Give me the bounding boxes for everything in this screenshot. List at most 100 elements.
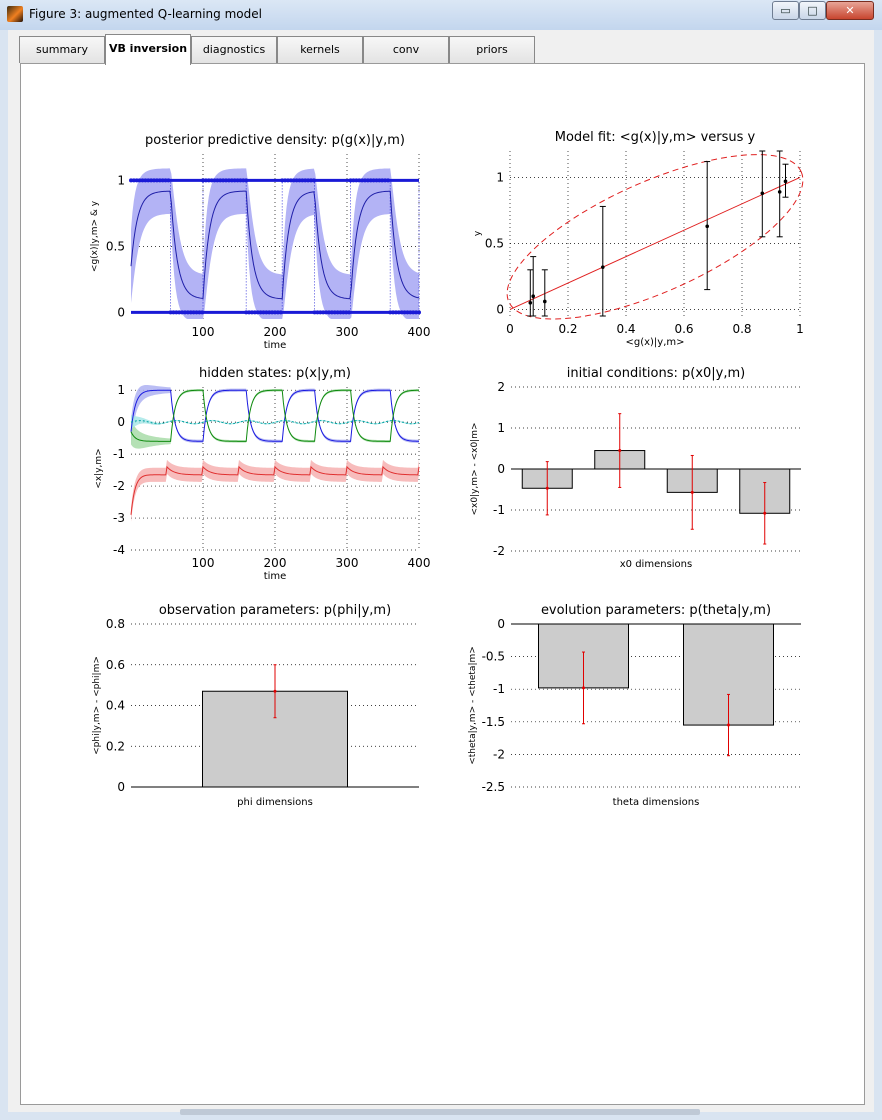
x-tick-label: 100 bbox=[192, 325, 215, 339]
x-tick-label: 300 bbox=[336, 325, 359, 339]
x-tick-label: 1 bbox=[796, 322, 804, 336]
y-tick-label: -2.5 bbox=[482, 780, 505, 794]
tab-priors[interactable]: priors bbox=[449, 36, 535, 63]
x-axis-label: x0 dimensions bbox=[620, 559, 692, 570]
x-tick-label: 300 bbox=[336, 556, 359, 570]
state-band bbox=[131, 459, 419, 522]
bar-mean-point bbox=[545, 486, 549, 490]
bar-mean-point bbox=[582, 686, 585, 690]
posterior-predictive-chart: 0 0.5 1 100 200 300 400 posterior predictive de… bbox=[90, 133, 430, 351]
data-point bbox=[601, 265, 605, 269]
y-tick-label: -4 bbox=[113, 543, 125, 557]
x-axis-label: time bbox=[264, 571, 287, 582]
chart-title: observation parameters: p(phi|y,m) bbox=[159, 603, 391, 618]
y-tick-label: 0 bbox=[117, 780, 125, 794]
title-bar: Figure 3: augmented Q-learning model ▭ □… bbox=[0, 0, 882, 30]
tab-kernels[interactable]: kernels bbox=[277, 36, 363, 63]
y-tick-label: 1 bbox=[496, 170, 504, 184]
tab-summary[interactable]: summary bbox=[19, 36, 105, 63]
vb-inversion-panel: 0 0.5 1 100 200 300 400 posterior predictive de… bbox=[20, 63, 865, 1105]
y-axis-label: <theta|y,m> - <theta|m> bbox=[468, 646, 478, 765]
chart-title: initial conditions: p(x0|y,m) bbox=[567, 366, 746, 381]
data-point bbox=[705, 224, 709, 229]
matlab-icon bbox=[7, 6, 23, 22]
window-title: Figure 3: augmented Q-learning model bbox=[29, 7, 262, 21]
x-tick-label: 0.2 bbox=[558, 322, 577, 336]
y-tick-label: 1 bbox=[497, 421, 505, 435]
x-axis-label: time bbox=[264, 340, 287, 351]
y-axis-label: y bbox=[473, 230, 483, 236]
y-tick-label: 0 bbox=[496, 302, 504, 316]
tab-vb-inversion[interactable]: VB inversion bbox=[105, 34, 191, 65]
state-line bbox=[130, 465, 420, 515]
scrollbar-hint bbox=[180, 1109, 700, 1115]
x-tick-label: 0.6 bbox=[674, 322, 693, 336]
data-point bbox=[777, 190, 782, 194]
hidden-states-chart: 1 0 -1 -2 -3 -4 100 200 300 400 hidden states: p(x… bbox=[94, 366, 430, 582]
x-axis-label: theta dimensions bbox=[613, 797, 700, 808]
y-tick-label: 0 bbox=[497, 462, 505, 476]
chart-title: posterior predictive density: p(g(x)|y,m… bbox=[145, 133, 405, 148]
y-tick-label: 0.6 bbox=[106, 658, 125, 672]
y-axis-label: <phi|y,m> - <phi|m> bbox=[92, 656, 102, 755]
window-client: summary VB inversion diagnostics kernels… bbox=[8, 30, 874, 1112]
y-tick-label: 0.4 bbox=[106, 699, 125, 713]
x-tick-label: 400 bbox=[408, 556, 431, 570]
tab-diagnostics[interactable]: diagnostics bbox=[191, 36, 277, 63]
bar-mean-point bbox=[690, 490, 694, 494]
y-tick-label: 0 bbox=[117, 415, 125, 429]
y-tick-label: -1 bbox=[493, 503, 505, 517]
evolution-parameters-chart: 0 -0.5 -1 -1.5 -2 -2.5 evolution parameters: p… bbox=[468, 603, 801, 808]
close-button[interactable]: ✕ bbox=[826, 1, 874, 20]
maximize-button[interactable]: □ bbox=[799, 1, 826, 20]
bar-mean-point bbox=[763, 511, 767, 515]
initial-conditions-chart: 2 1 0 -1 -2 initial conditions: p(x0|y,m) x0 d… bbox=[470, 366, 801, 570]
y-tick-label: -1 bbox=[493, 682, 505, 696]
x-tick-label: 400 bbox=[408, 325, 431, 339]
y-tick-label: 1 bbox=[117, 383, 125, 397]
y-tick-label: 0.2 bbox=[106, 739, 125, 753]
x-axis-label: <g(x)|y,m> bbox=[625, 337, 684, 348]
x-tick-label: 200 bbox=[264, 556, 287, 570]
state-band bbox=[131, 415, 419, 430]
bar-mean-point bbox=[727, 723, 730, 727]
state-band bbox=[131, 388, 419, 449]
y-tick-label: -1.5 bbox=[482, 715, 505, 729]
y-tick-label: -0.5 bbox=[482, 650, 505, 664]
minimize-button[interactable]: ▭ bbox=[772, 1, 799, 20]
bar-mean-point bbox=[273, 689, 277, 693]
data-point bbox=[543, 299, 547, 304]
state-line bbox=[130, 389, 420, 442]
state-line bbox=[130, 389, 420, 442]
x-tick-label: 100 bbox=[192, 556, 215, 570]
chart-title: Model fit: <g(x)|y,m> versus y bbox=[555, 130, 756, 145]
posterior-band bbox=[131, 168, 419, 319]
confidence-ellipse bbox=[506, 154, 804, 320]
data-point bbox=[531, 294, 535, 298]
bar-mean-point bbox=[618, 449, 622, 453]
y-tick-label: -2 bbox=[493, 544, 505, 558]
y-tick-label: 0 bbox=[497, 617, 505, 631]
chart-title: evolution parameters: p(theta|y,m) bbox=[541, 603, 771, 618]
y-tick-label: 0.8 bbox=[106, 617, 125, 631]
data-point bbox=[783, 179, 788, 184]
y-tick-label: -2 bbox=[113, 479, 125, 493]
y-axis-label: <x|y,m> bbox=[94, 448, 104, 488]
observation-parameters-chart: 0.8 0.6 0.4 0.2 0 observation parameters: p(p… bbox=[92, 603, 419, 808]
y-axis-label: <g(x)|y,m> & y bbox=[90, 200, 100, 272]
chart-title: hidden states: p(x|y,m) bbox=[199, 366, 351, 381]
state-line bbox=[130, 420, 420, 425]
tab-conv[interactable]: conv bbox=[363, 36, 449, 63]
y-tick-label: -1 bbox=[113, 447, 125, 461]
y-axis-label: <x0|y,m> - <x0|m> bbox=[470, 422, 480, 515]
posterior-mean-line bbox=[130, 190, 420, 300]
y-tick-label: 0 bbox=[117, 305, 125, 319]
y-tick-label: 1 bbox=[117, 173, 125, 187]
y-tick-label: 0.5 bbox=[485, 236, 504, 250]
fit-line bbox=[509, 176, 801, 310]
y-tick-label: 0.5 bbox=[106, 239, 125, 253]
x-axis-label: phi dimensions bbox=[237, 797, 313, 808]
x-tick-label: 200 bbox=[264, 325, 287, 339]
y-tick-label: 2 bbox=[497, 380, 505, 394]
